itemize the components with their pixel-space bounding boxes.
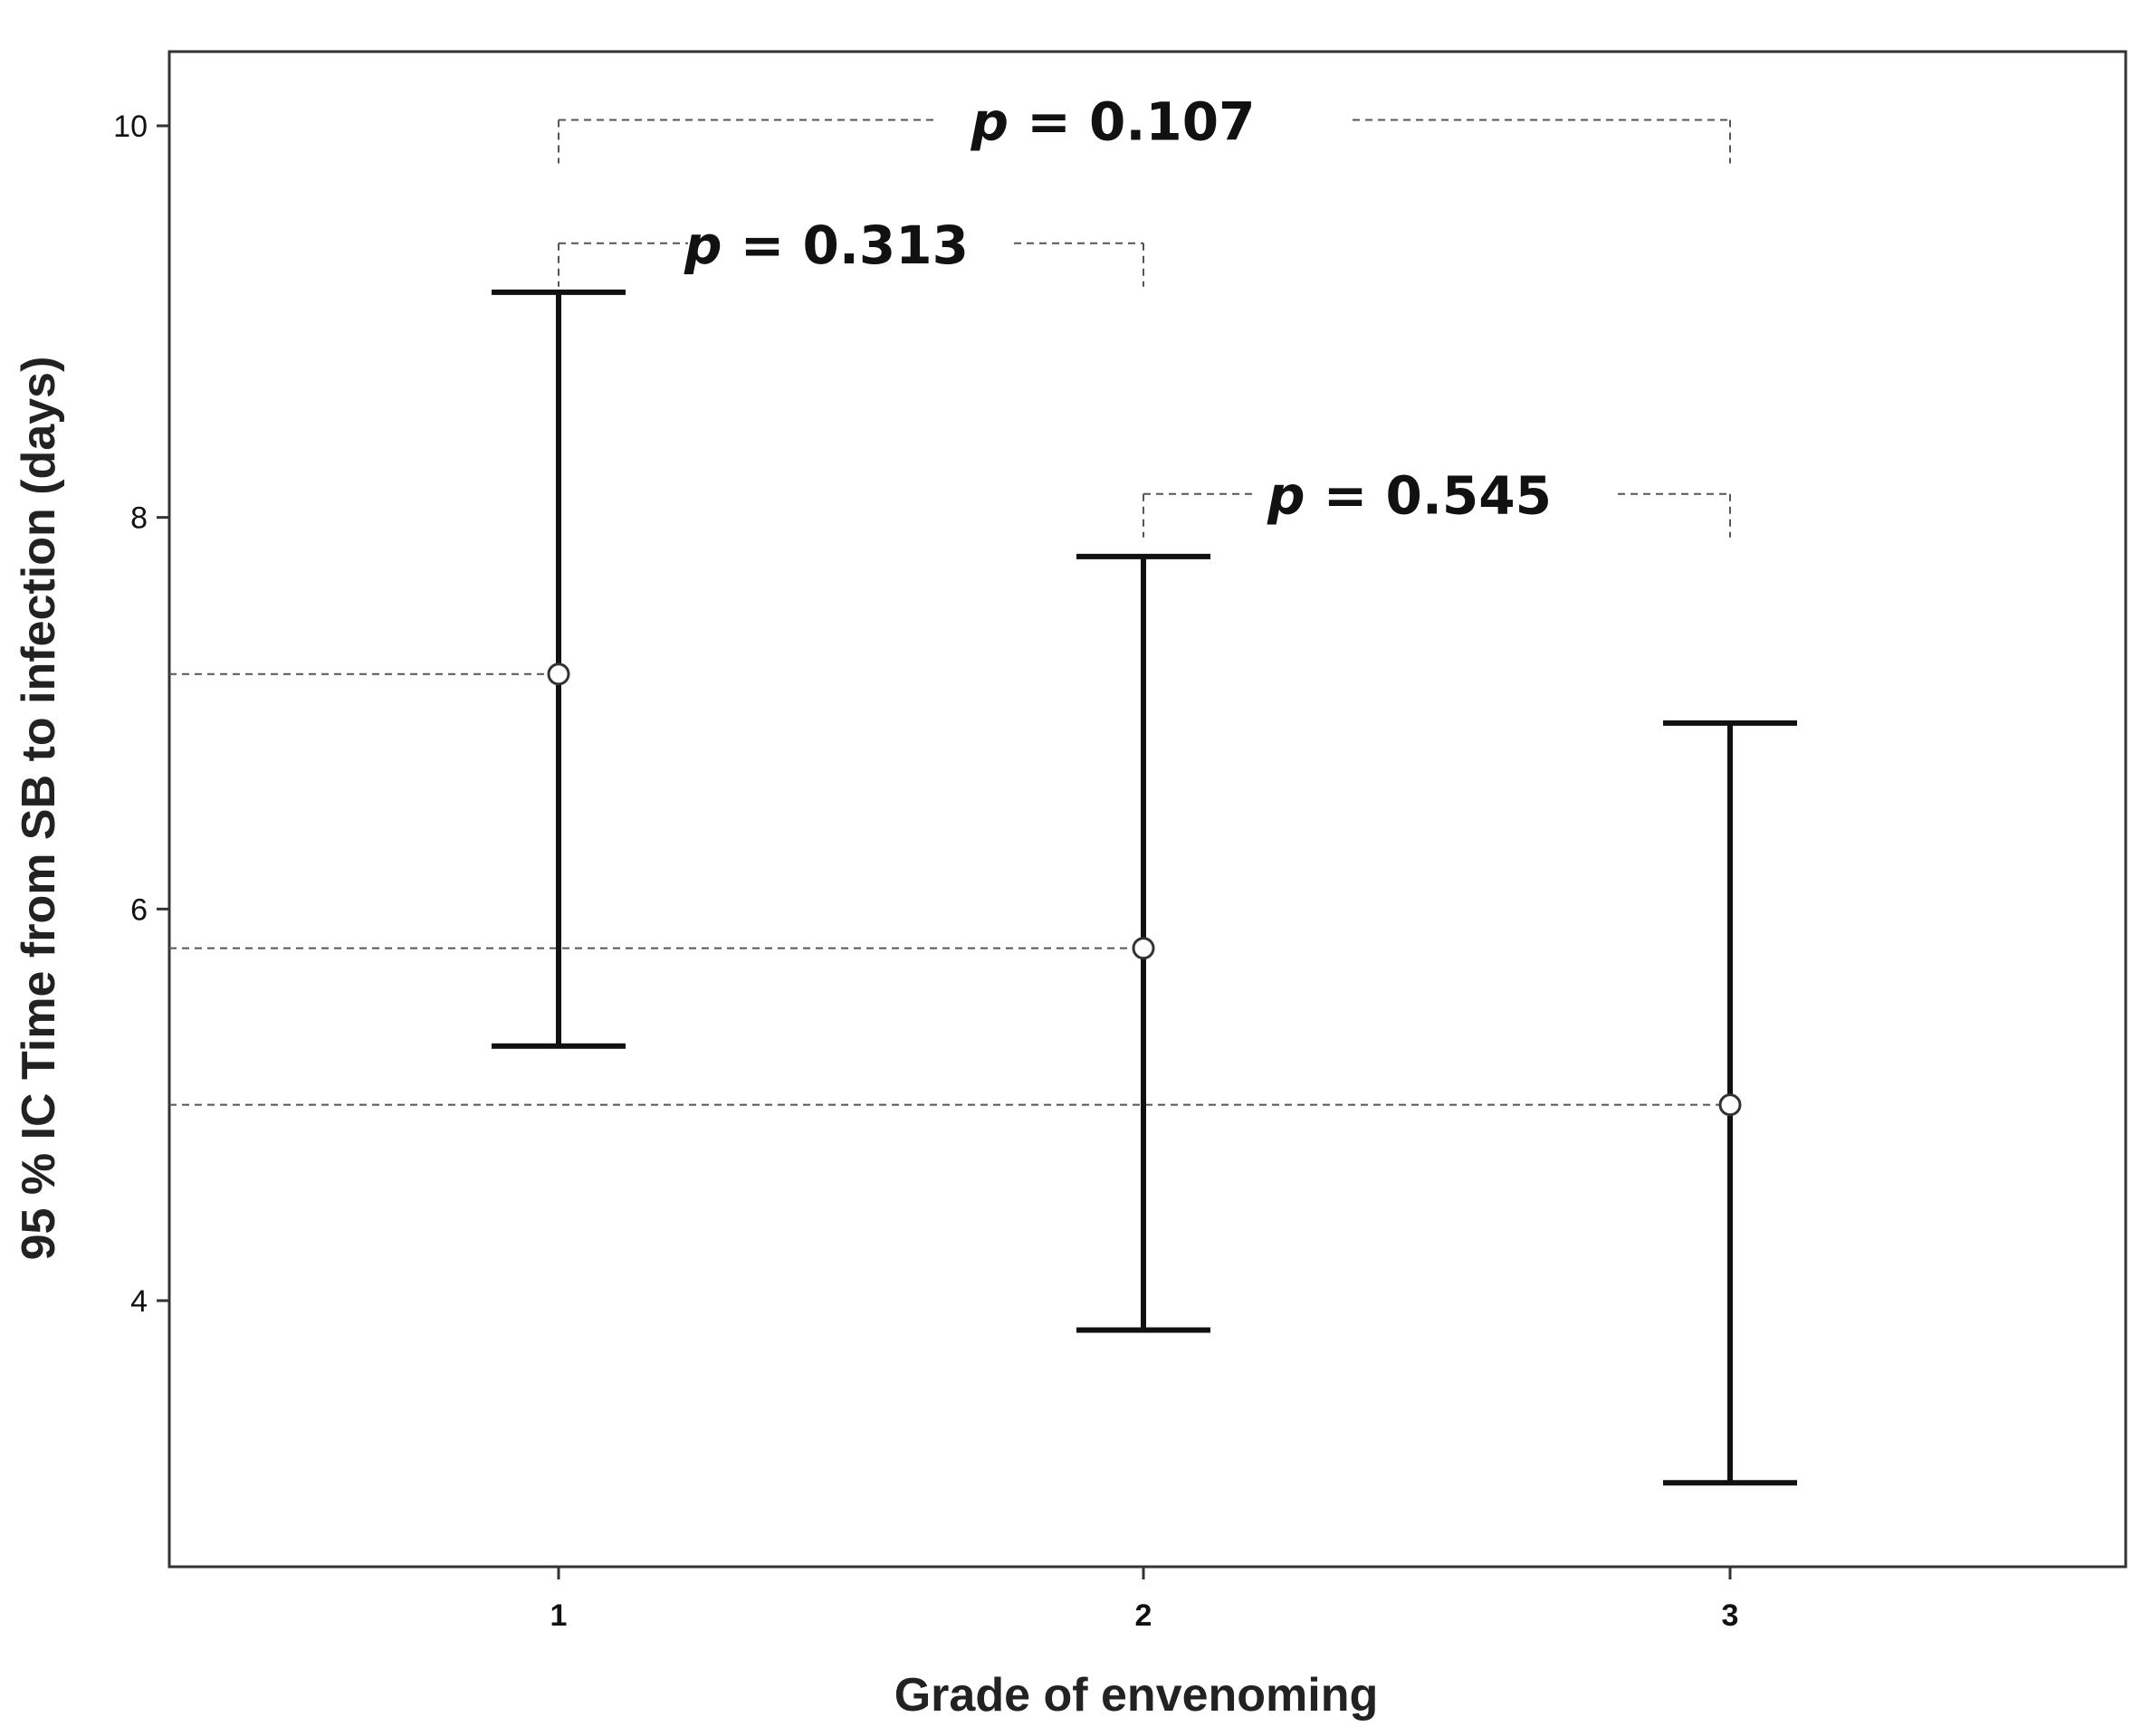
p-value-label: p = 0.545 <box>1267 465 1552 527</box>
mean-marker <box>1718 1093 1742 1117</box>
p-value-label: p = 0.313 <box>684 215 969 276</box>
mean-marker <box>1132 937 1155 960</box>
significance-bracket: p = 0.313 <box>558 215 1144 287</box>
y-axis: 4 6 8 10 <box>113 110 169 1319</box>
y-tick-label: 8 <box>130 501 148 536</box>
p-value-number: = 0.545 <box>1305 465 1552 527</box>
error-bars <box>492 289 1797 1486</box>
y-tick-label: 4 <box>130 1284 148 1319</box>
p-value-label: p = 0.107 <box>971 91 1256 153</box>
mean-marker <box>547 663 570 686</box>
y-axis-title: 95 % IC Time from SB to infection (days) <box>13 357 65 1261</box>
p-value-symbol: p <box>1267 465 1305 527</box>
y-tick-label: 10 <box>113 110 148 144</box>
x-tick-label: 3 <box>1722 1598 1739 1633</box>
x-tick-label: 2 <box>1135 1598 1152 1633</box>
significance-bracket: p = 0.107 <box>558 91 1731 164</box>
error-bar-group <box>1663 720 1797 1486</box>
mean-reference-lines <box>169 672 1730 1106</box>
error-bar-group <box>1076 553 1210 1333</box>
p-value-symbol: p <box>684 215 722 276</box>
x-axis: 1 2 3 <box>550 1567 1739 1633</box>
p-value-number: = 0.313 <box>722 215 969 276</box>
p-value-number: = 0.107 <box>1009 91 1255 153</box>
p-value-symbol: p <box>971 91 1009 153</box>
y-tick-label: 6 <box>130 892 148 927</box>
significance-bracket: p = 0.545 <box>1143 465 1731 538</box>
error-bar-group <box>492 289 626 1049</box>
x-axis-title: Grade of envenoming <box>894 1669 1379 1722</box>
plot-frame <box>167 50 2128 1569</box>
x-tick-label: 1 <box>550 1598 568 1633</box>
